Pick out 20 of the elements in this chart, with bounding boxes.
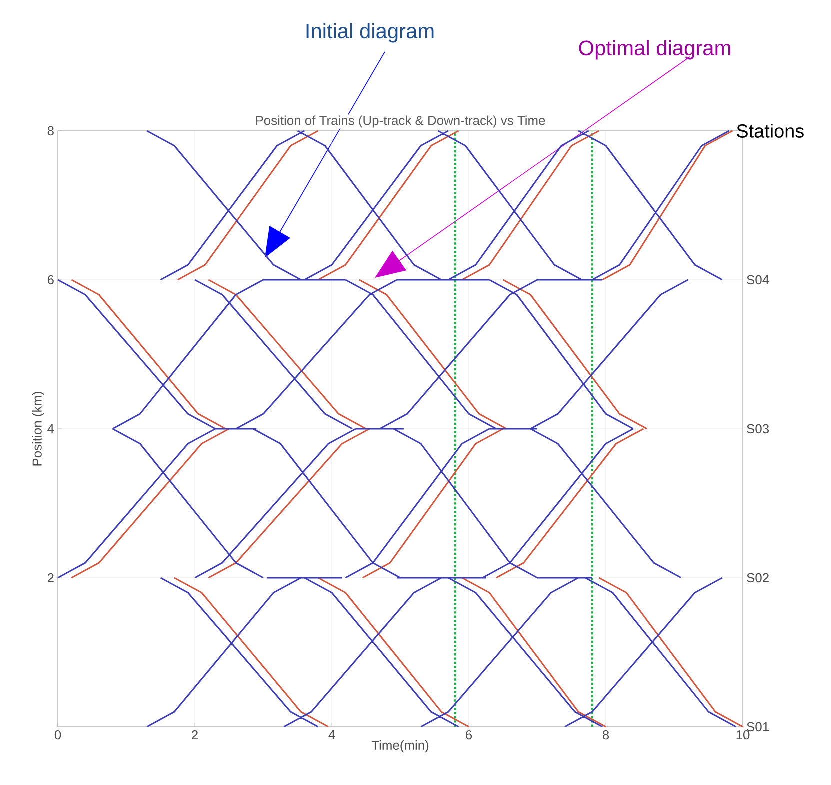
text: S04: [747, 275, 770, 285]
text: S01: [747, 722, 769, 732]
x-axis-title: Time(min): [372, 740, 429, 753]
text: S02: [747, 573, 769, 583]
text: Initial diagram: [306, 23, 434, 43]
annotation: Stations: [737, 124, 804, 138]
text: Optimal diagram: [579, 40, 730, 60]
chart-title: Position of Trains (Up-track & Down-track) vs Time: [256, 116, 546, 128]
y-axis-title: Position (km): [32, 392, 44, 466]
y-tick-label: 6: [48, 275, 54, 285]
x-tick-label: 2: [192, 730, 198, 740]
x-tick-label: 0: [54, 730, 62, 740]
x-tick-label: 8: [602, 730, 610, 740]
x-tick-label: 4: [328, 730, 336, 740]
x-tick-label: 10: [736, 730, 750, 740]
y-tick-label: 2: [48, 573, 54, 583]
x-tick-label: 6: [466, 730, 472, 740]
text: S03: [747, 424, 770, 434]
y-tick-label: 4: [48, 424, 54, 434]
y-tick-label: 8: [48, 126, 54, 136]
